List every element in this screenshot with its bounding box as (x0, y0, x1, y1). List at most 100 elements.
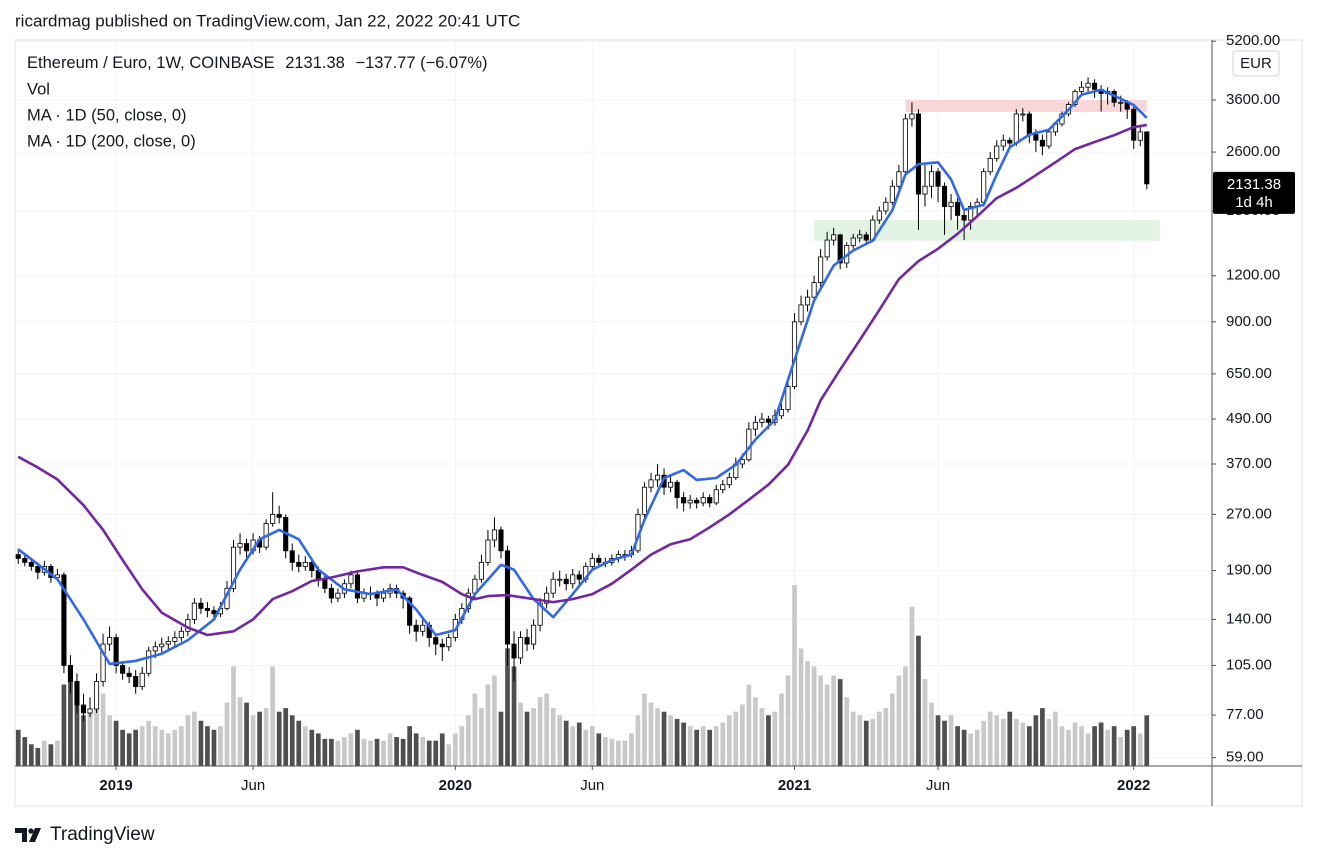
volume-bar (583, 729, 589, 766)
volume-bar (1033, 715, 1039, 766)
price-tag (1213, 171, 1295, 214)
candle-body (544, 592, 550, 604)
candle-body (74, 681, 80, 706)
candle-body (517, 637, 524, 659)
volume-bar (792, 585, 797, 766)
volume-pane (15, 585, 1150, 766)
candle-body (961, 215, 967, 221)
x-tick-label: Jun (580, 777, 604, 794)
logo-dot (28, 828, 34, 834)
candle-body (172, 637, 178, 642)
candle-body (681, 497, 687, 504)
candle-body (674, 481, 680, 498)
volume-bar (355, 729, 360, 766)
volume-bar (1020, 722, 1026, 766)
ma-line (17, 88, 1148, 666)
volume-bar (1013, 718, 1019, 766)
y-tick-label: 190.00 (1226, 562, 1272, 579)
candle-body (941, 185, 948, 207)
volume-bar (700, 726, 706, 766)
publish-header: ricardmag published on TradingView.com, … (15, 11, 520, 30)
volume-bar (1098, 722, 1104, 766)
volume-bar (178, 726, 184, 766)
candle-body (178, 630, 184, 638)
candle-body (1078, 86, 1085, 92)
volume-bar (720, 722, 726, 766)
currency-box[interactable] (1232, 50, 1280, 77)
volume-bar (609, 738, 615, 766)
volume-bar (602, 737, 608, 766)
volume-bar (1059, 726, 1065, 766)
price-tag-label: 2131.38 (1227, 176, 1281, 193)
volume-bar (1027, 726, 1032, 766)
volume-bar (785, 675, 791, 766)
y-tick-label: 3600.00 (1226, 91, 1280, 108)
volume-bar (107, 715, 112, 766)
candle-body (87, 708, 93, 714)
candle-body (902, 118, 908, 173)
candle-body (987, 157, 993, 173)
candle-body (504, 550, 511, 645)
volume-bar (890, 693, 895, 766)
volume-bar (309, 729, 315, 766)
candle-body (446, 637, 452, 648)
volume-bar (68, 679, 73, 766)
candle-body (413, 624, 419, 632)
candle-body (1000, 139, 1006, 147)
candle-body (915, 113, 922, 195)
volume-bar (1072, 722, 1078, 766)
candle-body (778, 409, 785, 417)
volume-bar (622, 740, 628, 766)
candle-body (107, 637, 113, 645)
volume-bar (152, 726, 158, 766)
volume-bar (1085, 733, 1091, 766)
volume-bar (263, 708, 269, 766)
y-tick-label: 77.00 (1226, 706, 1264, 723)
candle-body (1137, 131, 1143, 141)
volume-bar (205, 726, 210, 766)
volume-bar (1111, 726, 1117, 766)
candle-body (120, 665, 126, 674)
volume-bar (446, 744, 452, 766)
volume-bar (466, 715, 471, 766)
candle-body (831, 234, 837, 241)
axes: 5200.003600.002600.001800.001200.00900.0… (99, 32, 1280, 794)
volume-bar (472, 693, 478, 766)
volume-bar (165, 733, 171, 766)
volume-bar (1053, 711, 1058, 766)
volume-bar (81, 715, 86, 766)
volume-bar (15, 729, 21, 766)
candle-body (752, 421, 758, 430)
volume-bar (296, 720, 302, 766)
candle-body (694, 499, 700, 504)
volume-bar (211, 729, 217, 766)
candle-body (478, 561, 484, 580)
volume-bar (668, 715, 673, 766)
candle-body (596, 558, 602, 563)
candle-body (837, 234, 843, 264)
candle-body (765, 418, 771, 423)
volume-bar (655, 708, 660, 766)
volume-bar (159, 729, 165, 766)
candle-body (824, 239, 830, 258)
volume-bar (759, 708, 765, 766)
candle-body (276, 513, 282, 518)
volume-bar (870, 718, 876, 766)
candle-body (981, 171, 987, 203)
candle-body (1085, 82, 1091, 88)
volume-bar (452, 733, 458, 766)
currency-label[interactable]: EUR (1240, 55, 1272, 72)
candle-body (994, 145, 1000, 159)
volume-bar (348, 733, 354, 766)
candle-body (322, 578, 328, 589)
candle-body (805, 296, 811, 306)
candle-body (126, 672, 132, 677)
legend-title: Ethereum / Euro, 1W, COINBASE (27, 54, 275, 72)
candle-body (654, 474, 661, 481)
candle-body (289, 550, 295, 563)
volume-bar (524, 711, 530, 766)
candle-body (354, 574, 361, 599)
volume-bar (726, 715, 732, 766)
candle-body (563, 578, 569, 585)
